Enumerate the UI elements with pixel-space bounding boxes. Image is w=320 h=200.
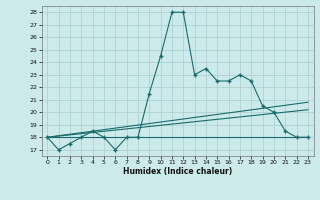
X-axis label: Humidex (Indice chaleur): Humidex (Indice chaleur): [123, 167, 232, 176]
